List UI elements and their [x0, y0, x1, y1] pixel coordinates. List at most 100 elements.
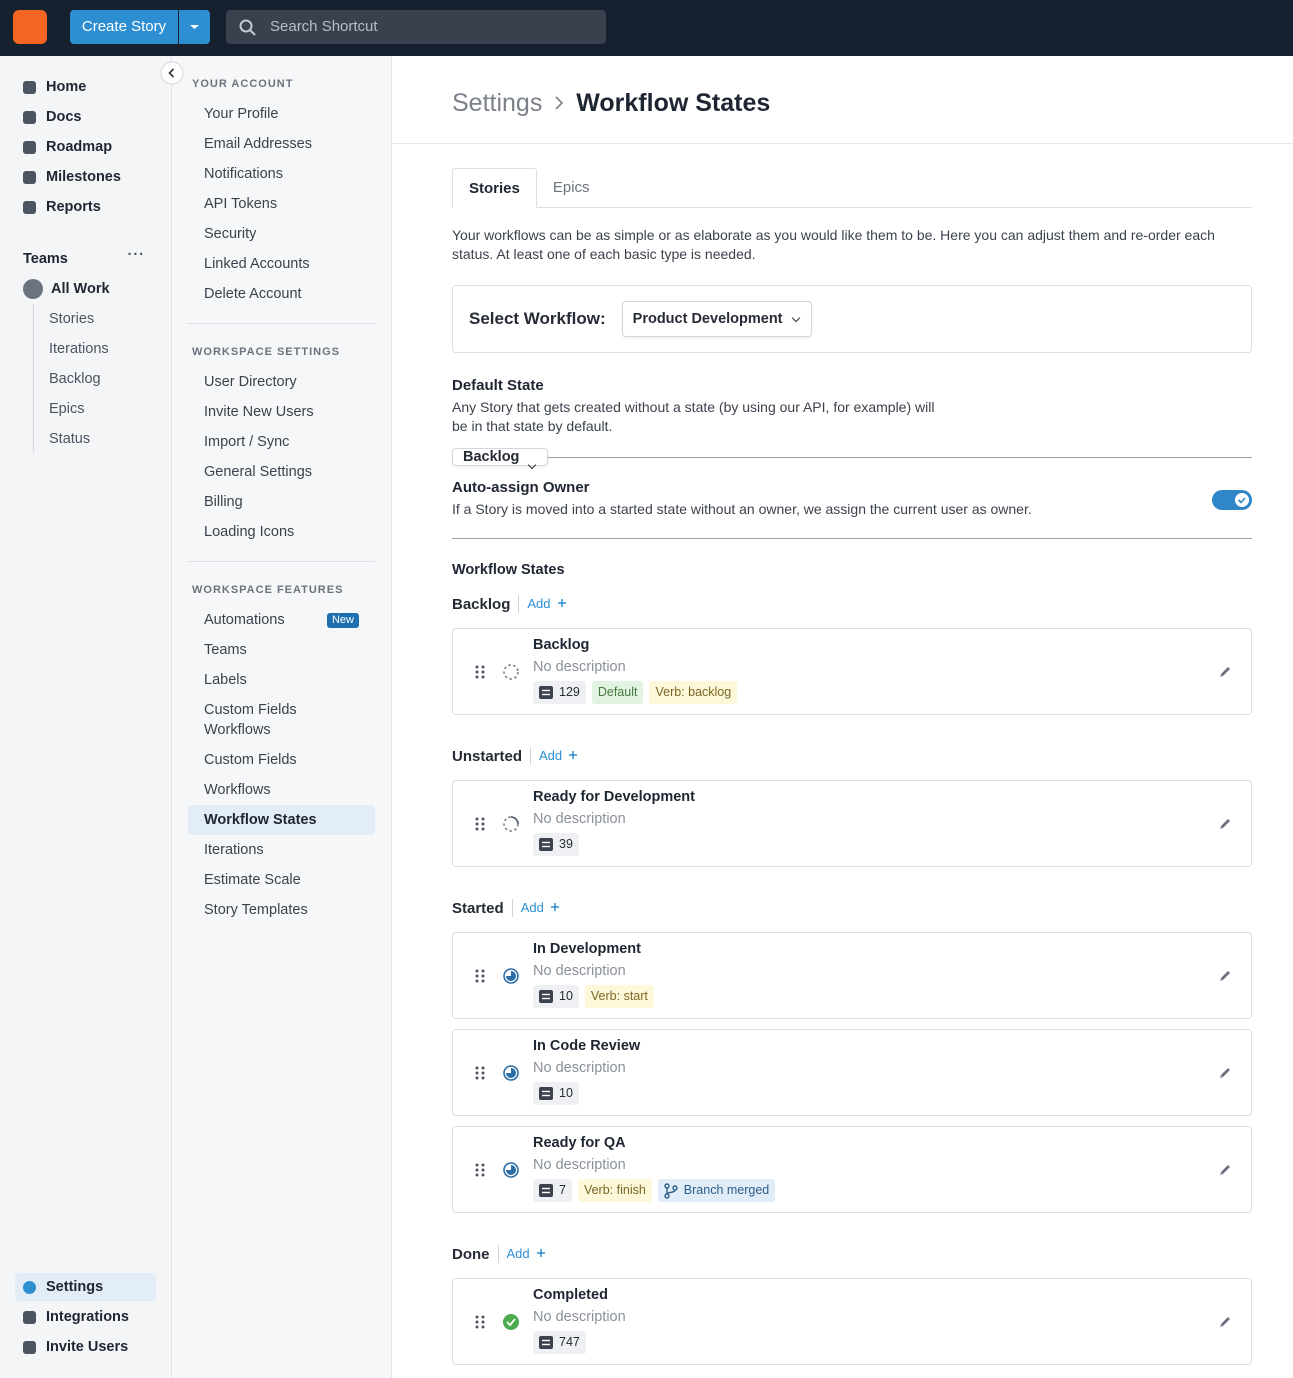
state-chips: 10 [533, 1082, 579, 1105]
menu-item[interactable]: Security [204, 226, 257, 242]
add-plus [536, 1248, 546, 1258]
story-count-value: 7 [559, 1183, 566, 1197]
nav-item[interactable]: Milestones [0, 162, 171, 192]
menu-item[interactable]: Custom Fields [204, 752, 297, 768]
group-name: Started [452, 899, 504, 917]
menu-item[interactable]: Story Templates [204, 902, 308, 918]
add-state-link[interactable]: Add [511, 899, 560, 917]
edit-button[interactable] [1217, 968, 1233, 984]
breadcrumb-chevron [555, 96, 564, 110]
menu-item[interactable]: Workflows [204, 782, 271, 798]
menu-item[interactable]: User Directory [204, 374, 297, 390]
nav-item[interactable]: Reports [0, 192, 171, 222]
workflow-dropdown[interactable]: Product Development [621, 301, 812, 337]
menu-item[interactable]: Teams [204, 642, 247, 658]
edit-button[interactable] [1217, 664, 1233, 680]
edit-button[interactable] [1217, 1065, 1233, 1081]
add-plus-svg [536, 1249, 545, 1257]
state-description: No description [533, 963, 626, 979]
menu-section: WORKSPACE SETTINGS User Directory Invite N… [172, 337, 391, 562]
settings-menu: YOUR ACCOUNT Your Profile Email Addresses N… [172, 56, 392, 1378]
create-story-button[interactable]: Create Story [70, 10, 178, 44]
state-tag: Branch merged [657, 1179, 776, 1202]
workflow-states-title: Workflow States [452, 562, 565, 578]
all-work[interactable]: All Work [0, 274, 171, 304]
nav-item[interactable]: Settings [15, 1273, 156, 1301]
menu-item[interactable]: Notifications [204, 166, 283, 182]
menu-divider [188, 323, 375, 324]
state-icon-svg [503, 1162, 519, 1178]
add-label: Add [527, 596, 551, 611]
drag-handle-svg [475, 1163, 485, 1177]
tab[interactable]: Epics [552, 179, 590, 196]
teams-more[interactable]: ··· [127, 247, 145, 263]
group-heading: Unstarted Add [452, 744, 1252, 768]
menu-item[interactable]: Automations New [188, 605, 375, 635]
default-state-dropdown[interactable]: Backlog [452, 448, 549, 466]
state-group: Backlog Add Backlog No description 129 Defaul… [452, 592, 1252, 715]
menu-item[interactable]: Invite New Users [204, 404, 314, 420]
edit-button[interactable] [1217, 1314, 1233, 1330]
menu-item[interactable]: Email Addresses [204, 136, 312, 152]
menu-item[interactable]: General Settings [204, 464, 313, 480]
state-name: Ready for QA [533, 1135, 626, 1151]
drag-handle-svg [475, 1066, 485, 1080]
nav-item[interactable]: Home [0, 72, 171, 102]
breadcrumb-link[interactable]: Settings [452, 89, 543, 117]
menu-item[interactable]: Labels [204, 672, 247, 688]
add-plus-svg [569, 751, 578, 759]
create-dropdown[interactable] [179, 10, 210, 44]
nav-item[interactable]: Integrations [15, 1303, 156, 1331]
menu-item[interactable]: Custom Fields [204, 702, 297, 718]
nav-item[interactable]: Invite Users [15, 1333, 156, 1361]
state-tag: Default [591, 681, 644, 704]
story-icon [539, 838, 553, 851]
menu-item[interactable]: Billing [204, 494, 243, 510]
collapse-button[interactable] [160, 61, 184, 85]
logo[interactable] [13, 10, 47, 44]
menu-item[interactable]: Workflow States [188, 805, 375, 835]
state-group: Done Add Completed No description 747 [452, 1242, 1252, 1365]
state-name: In Development [533, 941, 641, 957]
state-name: Completed [533, 1287, 608, 1303]
edit-button[interactable] [1217, 1162, 1233, 1178]
state-description: No description [533, 1157, 626, 1173]
team-item[interactable]: Stories [49, 311, 95, 327]
edit-button[interactable] [1217, 816, 1233, 832]
story-icon [539, 1336, 553, 1349]
menu-item[interactable]: Loading Icons [204, 524, 295, 540]
state-icon [502, 967, 520, 985]
menu-item[interactable]: API Tokens [204, 196, 278, 212]
add-state-link[interactable]: Add [530, 747, 578, 765]
team-item[interactable]: Iterations [49, 341, 109, 357]
team-item[interactable]: Status [49, 431, 91, 447]
nav-item[interactable]: Roadmap [0, 132, 171, 162]
menu-item[interactable]: Estimate Scale [204, 872, 301, 888]
state-description: No description [533, 659, 626, 675]
menu-item[interactable]: Linked Accounts [204, 256, 310, 272]
tab[interactable]: Stories [452, 168, 537, 208]
menu-item[interactable]: Your Profile [204, 106, 279, 122]
drag-handle [475, 1163, 485, 1177]
search-box[interactable]: Search Shortcut [226, 10, 606, 44]
add-plus-svg [557, 599, 566, 607]
main-content: Stories Epics Your workflows can be as sim… [452, 168, 1252, 1375]
nav-icon [23, 1341, 36, 1354]
edit-button-svg [1220, 667, 1230, 677]
menu-item[interactable]: Import / Sync [204, 434, 290, 450]
story-count: 747 [533, 1331, 586, 1354]
state-icon-svg [503, 1065, 519, 1081]
nav-item[interactable]: Docs [0, 102, 171, 132]
add-state-link[interactable]: Add [497, 1245, 546, 1263]
state-tag-text: Verb: finish [583, 1183, 646, 1197]
new-badge: New [326, 613, 359, 628]
menu-item[interactable]: Workflows [204, 722, 271, 738]
story-count-value: 10 [559, 989, 573, 1003]
team-item[interactable]: Epics [49, 401, 85, 417]
state-group: Started Add In Development No description 10… [452, 896, 1252, 1213]
menu-item[interactable]: Iterations [204, 842, 264, 858]
menu-heading: WORKSPACE FEATURES [192, 584, 344, 596]
add-state-link[interactable]: Add [518, 595, 566, 613]
menu-item[interactable]: Delete Account [204, 286, 302, 302]
team-item[interactable]: Backlog [49, 371, 101, 387]
